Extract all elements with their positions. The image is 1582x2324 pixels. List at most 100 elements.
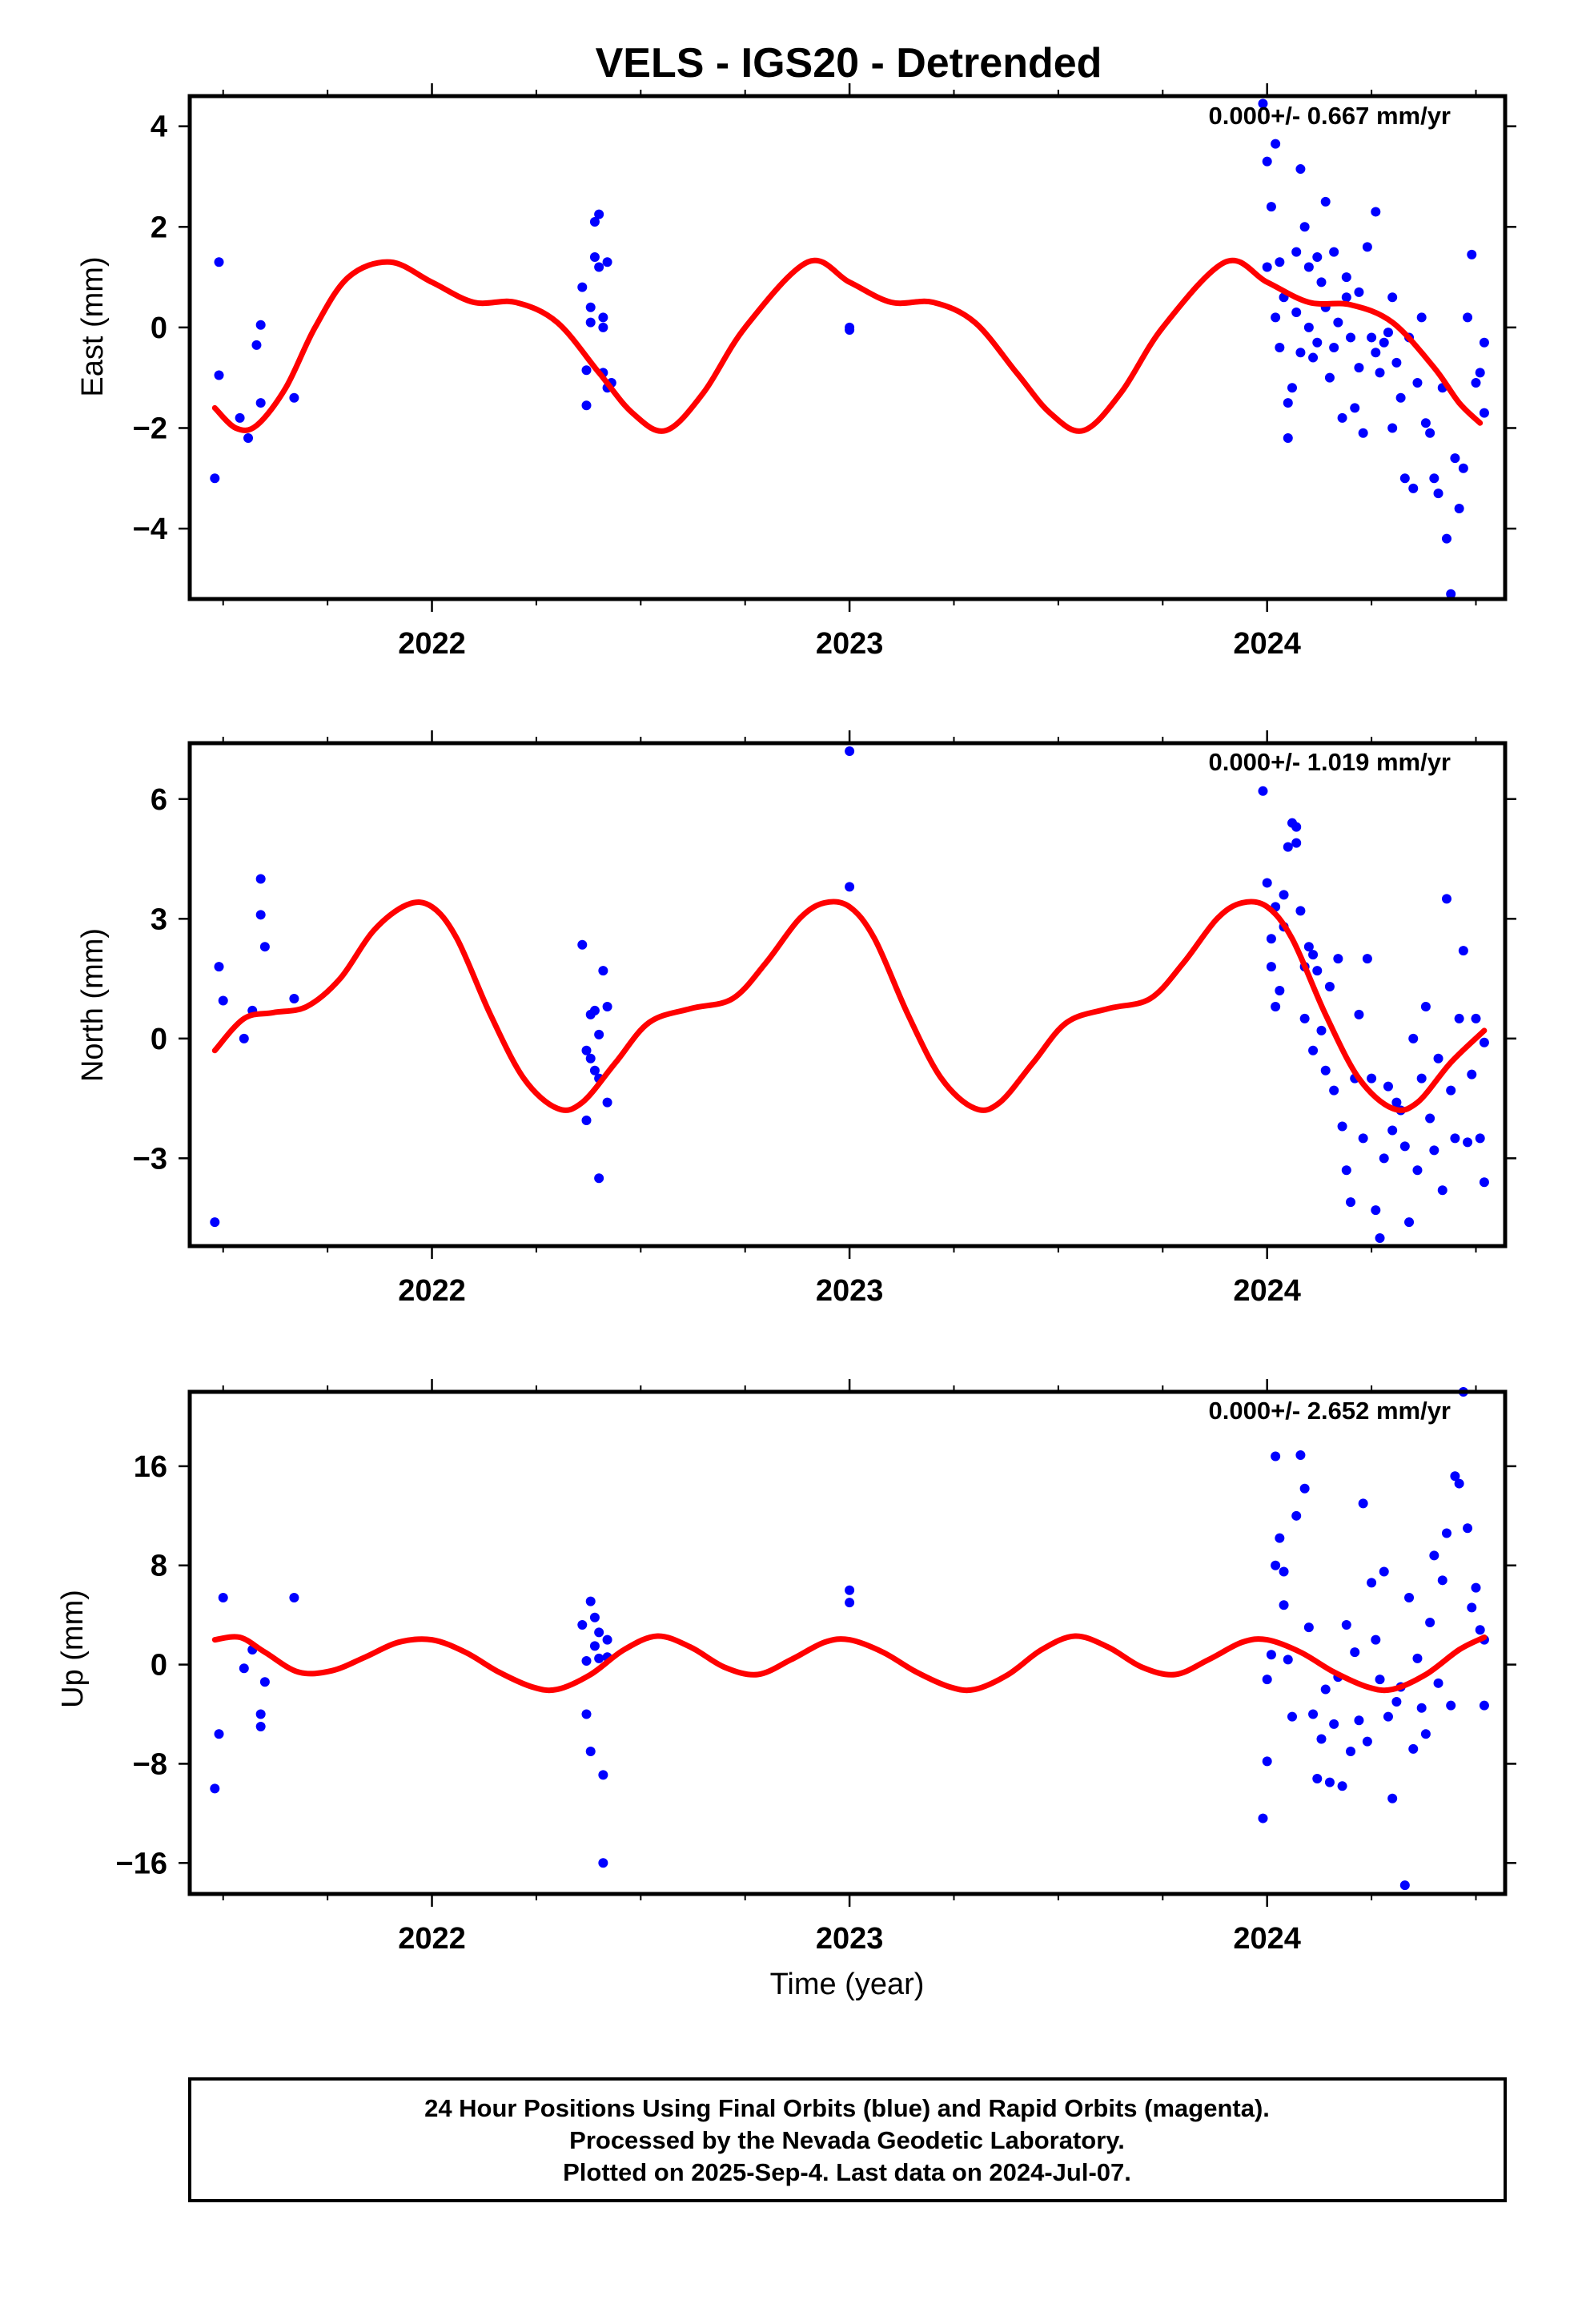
up-y-tick-label: −16 <box>116 1847 167 1880</box>
east-data-point <box>1341 292 1351 303</box>
east-data-point <box>1375 368 1385 378</box>
east-data-point <box>1295 348 1306 358</box>
east-data-point <box>1467 249 1477 259</box>
north-data-point <box>1412 1165 1423 1176</box>
up-y-tick-label: 16 <box>134 1450 167 1484</box>
east-data-point <box>1324 372 1335 383</box>
east-y-tick-label: 0 <box>151 312 167 345</box>
up-data-point <box>1275 1533 1285 1543</box>
up-data-point <box>1262 1756 1272 1767</box>
east-data-point <box>1379 337 1389 348</box>
up-y-tick-label: 8 <box>151 1550 167 1583</box>
north-data-point <box>1333 954 1343 964</box>
north-data-point <box>1367 1073 1377 1084</box>
north-data-point <box>1416 1073 1427 1084</box>
up-data-point <box>1479 1700 1489 1711</box>
north-data-point <box>1433 1053 1443 1063</box>
north-data-point <box>577 939 588 950</box>
north-data-point <box>1291 822 1302 832</box>
north-data-point <box>1420 1001 1431 1011</box>
north-data-point <box>1275 986 1285 996</box>
east-plot-frame <box>187 94 1508 601</box>
north-y-tick-label: 3 <box>151 903 167 936</box>
north-data-point <box>1279 890 1289 900</box>
up-y-axis-label: Up (mm) <box>56 1590 90 1708</box>
north-data-point <box>1303 942 1314 952</box>
east-data-point <box>1354 287 1364 297</box>
east-data-point <box>1479 408 1489 418</box>
east-data-point <box>1420 418 1431 428</box>
up-data-point <box>1346 1746 1356 1756</box>
east-data-point <box>1291 247 1302 257</box>
east-data-point <box>598 312 608 323</box>
east-x-tick-label: 2022 <box>398 627 466 661</box>
up-plot-layer: 2022 2023 2024 16 8 0 −8 −16 <box>116 1379 1516 1956</box>
up-data-point <box>581 1655 592 1666</box>
up-data-point <box>1266 1650 1276 1660</box>
up-data-point <box>1412 1653 1423 1663</box>
up-data-point <box>577 1620 588 1630</box>
east-data-point <box>255 320 266 330</box>
up-data-point <box>1350 1647 1360 1658</box>
up-plot-frame <box>187 1389 1508 1896</box>
up-data-point <box>1316 1734 1327 1744</box>
north-data-point <box>589 1005 600 1015</box>
up-model-curve <box>211 1633 1488 1694</box>
east-data-point <box>598 322 608 332</box>
up-data-point <box>585 1596 596 1606</box>
up-y-tick-label: −8 <box>133 1747 167 1781</box>
up-data-point <box>1429 1550 1439 1561</box>
east-data-point <box>1262 262 1272 272</box>
east-data-point <box>235 412 245 423</box>
up-x-tick-label: 2024 <box>1233 1922 1301 1956</box>
east-data-point <box>1303 322 1314 332</box>
east-data-point <box>1275 343 1285 352</box>
east-data-point <box>1425 428 1435 438</box>
north-data-point <box>1463 1137 1473 1148</box>
north-data-point <box>1387 1125 1398 1136</box>
east-data-point <box>1271 312 1281 323</box>
east-data-point <box>577 282 588 292</box>
up-data-point <box>1416 1703 1427 1713</box>
east-data-point <box>585 317 596 328</box>
north-data-point <box>1341 1165 1351 1176</box>
east-data-point <box>1329 247 1339 257</box>
north-data-point <box>1441 894 1452 904</box>
east-y-tick-label: 4 <box>151 111 167 144</box>
east-data-point <box>1271 139 1281 149</box>
east-data-point <box>1475 368 1485 378</box>
east-data-point <box>289 392 299 403</box>
up-data-point <box>1375 1675 1385 1685</box>
north-data-point <box>1437 1185 1447 1196</box>
east-y-tick-label: −4 <box>133 513 167 546</box>
east-data-point <box>1337 412 1347 423</box>
east-data-point <box>1408 483 1419 493</box>
north-data-point <box>1295 906 1306 916</box>
east-data-point <box>1258 99 1268 109</box>
east-data-point <box>1341 272 1351 283</box>
north-data-point <box>1316 1025 1327 1035</box>
north-panel: 2022 2023 2024 6 3 0 −3 North (mm) 0.000+/- 1.… <box>76 730 1516 1308</box>
east-data-point <box>1350 403 1360 413</box>
x-axis-label: Time (year) <box>770 1968 925 2001</box>
north-data-point <box>1362 954 1372 964</box>
east-y-tick-label: −2 <box>133 412 167 445</box>
north-data-point <box>210 1217 220 1228</box>
north-data-point <box>589 1065 600 1076</box>
up-data-point <box>1450 1471 1460 1482</box>
up-data-point <box>1324 1777 1335 1787</box>
chart-title: VELS - IGS20 - Detrended <box>596 40 1102 86</box>
up-data-point <box>1379 1566 1389 1577</box>
east-data-point <box>1346 332 1356 343</box>
up-panel: 2022 2023 2024 16 8 0 −8 −16 Up (mm) 0.000+/- 2… <box>56 1379 1516 1956</box>
up-data-point <box>1467 1602 1477 1613</box>
north-data-point <box>255 874 266 884</box>
up-data-point <box>239 1663 249 1674</box>
footer-frame <box>188 2077 1507 2202</box>
up-data-point <box>602 1634 612 1645</box>
north-data-point <box>1324 982 1335 992</box>
east-data-point <box>1446 589 1456 599</box>
north-data-point <box>1375 1233 1385 1244</box>
north-data-point <box>1299 1013 1310 1023</box>
